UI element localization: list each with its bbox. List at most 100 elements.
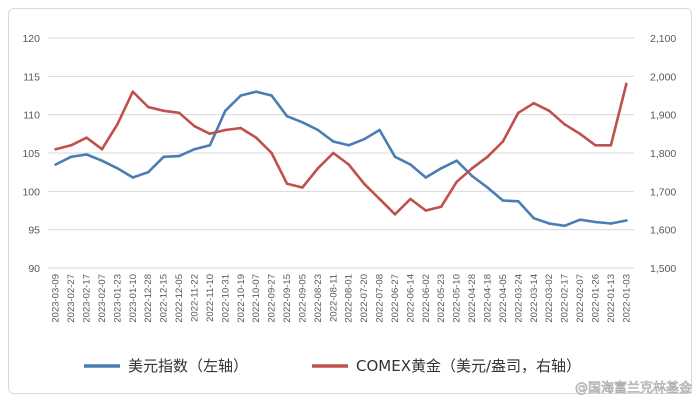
x-axis-tick-label: 2022-04-05 — [498, 274, 509, 323]
series-point-2 — [254, 136, 258, 139]
legend-label-1: 美元指数（左轴） — [128, 357, 248, 375]
x-axis-tick-label: 2022-04-28 — [467, 274, 478, 323]
series-point-2 — [270, 151, 273, 155]
series-point-1 — [270, 94, 273, 97]
series-point-2 — [578, 132, 582, 136]
series-point-1 — [486, 186, 489, 189]
series-point-2 — [54, 147, 57, 151]
series-point-2 — [455, 180, 459, 184]
series-point-1 — [131, 176, 135, 179]
series-point-2 — [439, 205, 443, 208]
watermark: @国海富兰克林基金 — [575, 380, 692, 396]
x-axis-tick-label: 2022-08-23 — [313, 274, 324, 323]
series-point-1 — [146, 170, 150, 174]
x-axis-tick-label: 2022-09-05 — [297, 274, 308, 323]
series-point-1 — [409, 163, 412, 166]
series-point-1 — [208, 144, 212, 147]
series-point-1 — [69, 155, 73, 159]
x-axis-tick-label: 2022-07-20 — [359, 274, 370, 323]
series-point-2 — [547, 109, 551, 113]
series-point-2 — [131, 90, 135, 93]
series-point-1 — [177, 154, 181, 158]
series-point-1 — [316, 128, 320, 132]
series-point-1 — [347, 144, 351, 147]
series-point-2 — [563, 123, 566, 126]
series-point-2 — [362, 182, 366, 185]
x-axis-tick-label: 2022-08-11 — [328, 274, 339, 322]
right-axis-tick-label: 1,800 — [650, 148, 676, 160]
series-point-2 — [224, 128, 227, 132]
left-axis-tick-label: 115 — [23, 71, 40, 83]
series-point-1 — [547, 222, 551, 225]
series-point-1 — [455, 159, 459, 162]
series-point-2 — [347, 163, 351, 166]
series-point-1 — [470, 174, 474, 178]
right-axis-tick-label: 2,100 — [650, 33, 676, 45]
legend-label-2: COMEX黄金（美元/盎司，右轴） — [356, 357, 581, 375]
x-axis-tick-label: 2022-03-24 — [513, 274, 524, 323]
series-point-2 — [177, 111, 181, 115]
x-axis-tick-label: 2022-01-13 — [606, 274, 617, 323]
left-axis-tick-label: 110 — [23, 110, 40, 122]
series-point-2 — [332, 151, 335, 155]
x-axis-tick-label: 2022-12-28 — [143, 274, 154, 323]
series-point-2 — [285, 182, 289, 185]
x-axis-tick-label: 2022-01-26 — [590, 274, 601, 323]
gridlines — [48, 37, 634, 269]
series-point-2 — [162, 109, 165, 113]
x-axis-tick-label: 2022-03-02 — [544, 274, 555, 323]
series-point-2 — [517, 111, 520, 115]
chart-frame — [8, 8, 692, 394]
left-axis-tick-label: 100 — [22, 186, 40, 198]
series-point-1 — [594, 220, 597, 224]
x-axis-tick-label: 2022-02-07 — [575, 274, 586, 323]
x-axis-tick-label: 2022-09-27 — [267, 274, 278, 323]
x-axis-tick-label: 2022-06-14 — [405, 274, 416, 323]
x-axis-tick-label: 2022-02-17 — [560, 274, 571, 323]
series-point-2 — [378, 197, 381, 201]
x-axis-tick-label: 2022-10-07 — [251, 274, 262, 323]
series-point-1 — [100, 159, 104, 162]
series-point-2 — [609, 144, 613, 147]
x-axis-tick-label: 2023-01-23 — [112, 274, 123, 323]
series-point-1 — [578, 218, 582, 221]
series-point-2 — [193, 124, 196, 128]
x-axis-tick-label: 2022-12-05 — [174, 274, 185, 323]
x-axis-tick-label: 2022-07-08 — [375, 274, 386, 323]
series-point-2 — [301, 186, 304, 189]
series-point-1 — [378, 128, 381, 132]
series-point-2 — [100, 147, 104, 151]
right-axis-tick-label: 1,900 — [650, 110, 676, 122]
x-axis-tick-label: 2022-08-01 — [344, 274, 355, 323]
series-point-2 — [501, 140, 505, 143]
x-axis-tick-label: 2022-12-15 — [159, 274, 170, 323]
series-point-1 — [563, 224, 566, 228]
series-point-2 — [409, 197, 412, 201]
x-axis-tick-label: 2022-05-23 — [436, 274, 447, 323]
x-axis-tick-label: 2022-03-14 — [529, 274, 540, 323]
series-point-2 — [486, 155, 489, 159]
series-point-2 — [208, 132, 212, 136]
series-point-1 — [517, 200, 520, 203]
right-axis-tick-label: 1,500 — [650, 263, 676, 275]
x-axis-tick-label: 2023-01-10 — [128, 274, 139, 323]
series-point-1 — [393, 155, 397, 159]
x-axis-tick-label: 2023-02-17 — [82, 274, 93, 323]
series-point-1 — [85, 153, 88, 156]
x-axis-tick-label: 2022-06-27 — [390, 274, 401, 323]
series-point-1 — [609, 222, 613, 225]
left-axis-tick-label: 90 — [28, 263, 40, 275]
series-point-1 — [116, 167, 119, 170]
x-axis-tick-label: 2023-02-07 — [97, 274, 108, 323]
series-point-1 — [424, 176, 428, 179]
series-point-1 — [532, 216, 536, 220]
series-point-2 — [69, 144, 73, 147]
series-point-2 — [146, 105, 150, 109]
series-point-2 — [239, 126, 243, 130]
series-point-1 — [285, 114, 289, 118]
series-point-1 — [301, 121, 304, 124]
series-point-1 — [54, 163, 57, 166]
x-axis-tick-label: 2022-05-10 — [452, 274, 463, 323]
series-point-1 — [625, 219, 628, 222]
left-axis-tick-label: 105 — [22, 148, 40, 160]
